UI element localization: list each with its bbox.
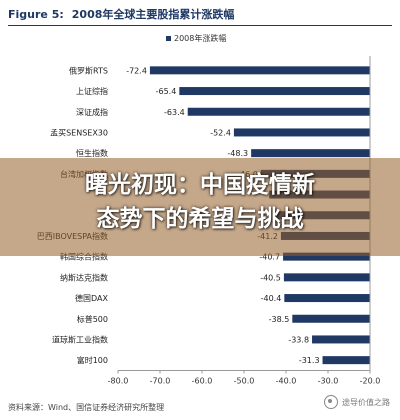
source-note: 资料来源：Wind、国信证券经济研究所整理 [8, 403, 165, 412]
value-label: -72.4 [126, 66, 147, 75]
watermark-logo-icon [324, 395, 338, 409]
watermark: 途导价值之路 [324, 395, 390, 409]
value-label: -63.4 [164, 108, 185, 117]
category-label: 富时100 [77, 355, 108, 365]
category-label: 上证综指 [76, 86, 108, 96]
value-label: -40.4 [261, 294, 282, 303]
banner-line-2: 态势下的希望与挑战 [96, 206, 304, 232]
category-label: 道琼斯工业指数 [52, 334, 108, 344]
bar [283, 273, 370, 282]
x-tick-label: -70.0 [150, 377, 171, 386]
x-tick-label: -50.0 [234, 377, 255, 386]
category-label: 纳斯达克指数 [60, 272, 108, 282]
bar [233, 128, 370, 137]
bar [149, 66, 370, 75]
x-tick-label: -60.0 [192, 377, 213, 386]
x-tick-label: -30.0 [318, 377, 339, 386]
figure-number: Figure 5: [8, 8, 64, 21]
value-label: -65.4 [156, 87, 177, 96]
watermark-text: 途导价值之路 [342, 397, 390, 407]
category-label: 德国DAX [75, 293, 108, 303]
banner-line-1: 曙光初现：中国疫情新 [85, 172, 315, 198]
bar [284, 294, 370, 303]
value-label: -31.3 [299, 356, 320, 365]
figure-title: Figure 5: 2008年全球主要股指累计涨跌幅 [8, 6, 392, 26]
bar [283, 252, 370, 261]
value-label: -38.5 [269, 315, 290, 324]
bar [187, 107, 370, 116]
legend-swatch [166, 36, 171, 41]
banner-overlay [0, 158, 400, 256]
value-label: -48.3 [227, 149, 248, 158]
value-label: -33.8 [288, 335, 309, 344]
headline-banner: 曙光初现：中国疫情新 态势下的希望与挑战 [0, 168, 400, 236]
category-label: 恒生指数 [76, 148, 108, 158]
value-label: -52.4 [210, 128, 231, 137]
bar [179, 87, 370, 96]
category-label: 孟买SENSEX30 [50, 127, 108, 137]
value-label: -40.5 [260, 273, 281, 282]
bar [312, 335, 370, 344]
x-tick-label: -80.0 [108, 377, 129, 386]
bar [292, 314, 370, 323]
figure-title-text: 2008年全球主要股指累计涨跌幅 [71, 8, 235, 21]
category-label: 深证成指 [76, 107, 108, 117]
category-label: 韩国综合指数 [60, 252, 108, 262]
legend-label: 2008年涨跌幅 [174, 33, 226, 43]
bar [322, 356, 370, 365]
category-label: 标普500 [77, 314, 108, 324]
category-label: 俄罗斯RTS [69, 65, 108, 75]
x-tick-label: -20.0 [360, 377, 381, 386]
bar [251, 149, 370, 158]
value-label: -40.7 [259, 253, 280, 262]
x-tick-label: -40.0 [276, 377, 297, 386]
